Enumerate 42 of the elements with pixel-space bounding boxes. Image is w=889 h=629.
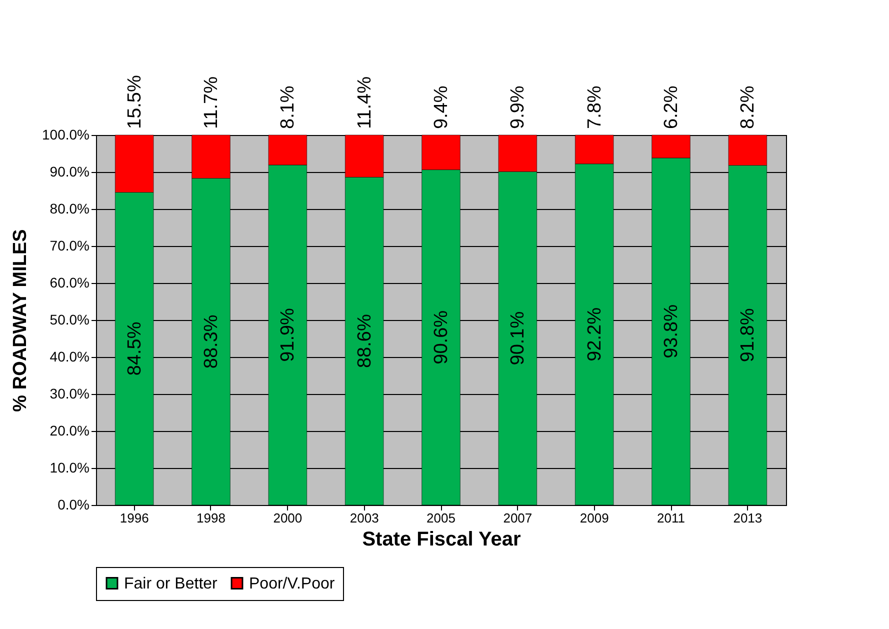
x-axis-title: State Fiscal Year <box>362 528 522 550</box>
y-tick-label: 70.0% <box>50 238 90 254</box>
data-label: 91.9% <box>278 308 299 362</box>
x-tick-label: 2003 <box>350 510 379 526</box>
data-label: 90.6% <box>431 310 452 364</box>
y-tick-label: 60.0% <box>50 274 90 290</box>
y-tick-label: 50.0% <box>50 312 90 328</box>
x-tick-label: 1996 <box>120 510 149 526</box>
data-label: 88.6% <box>354 314 376 368</box>
data-label: 9.4% <box>431 86 452 129</box>
y-tick-label: 90.0% <box>50 164 90 180</box>
x-tick-label: 2000 <box>273 510 302 526</box>
y-tick-label: 20.0% <box>50 422 90 438</box>
y-tick-label: 0.0% <box>58 496 90 512</box>
y-tick-label: 100.0% <box>42 126 90 142</box>
data-label: 93.8% <box>661 304 682 358</box>
y-axis-title: % ROADWAY MILES <box>10 229 32 412</box>
x-tick-label: 2005 <box>426 510 456 526</box>
data-label: 15.5% <box>124 75 146 129</box>
data-label: 11.7% <box>201 76 222 129</box>
data-label: 11.4% <box>354 76 376 129</box>
data-label: 8.1% <box>278 86 299 129</box>
data-label: 91.8% <box>738 308 759 362</box>
y-tick-label: 40.0% <box>50 348 90 364</box>
legend-label: Fair or Better <box>124 575 218 592</box>
legend-label: Poor/V.Poor <box>249 575 336 592</box>
x-tick-label: 2011 <box>657 510 685 526</box>
data-label: 9.9% <box>508 86 529 129</box>
data-label: 6.2% <box>661 86 682 129</box>
y-tick-label: 10.0% <box>50 460 90 476</box>
x-tick-label: 2009 <box>580 510 609 526</box>
data-label: 88.3% <box>201 314 222 369</box>
data-label: 7.8% <box>584 86 606 129</box>
x-tick-label: 2007 <box>503 510 532 526</box>
data-label: 90.1% <box>508 311 529 366</box>
x-tick-label: 1998 <box>196 510 226 526</box>
data-label: 84.5% <box>124 322 146 376</box>
x-tick-label: 2013 <box>733 510 762 526</box>
data-label: 92.2% <box>584 307 606 362</box>
data-label: 8.2% <box>738 86 759 129</box>
y-tick-label: 80.0% <box>50 200 90 216</box>
y-tick-label: 30.0% <box>50 386 90 402</box>
